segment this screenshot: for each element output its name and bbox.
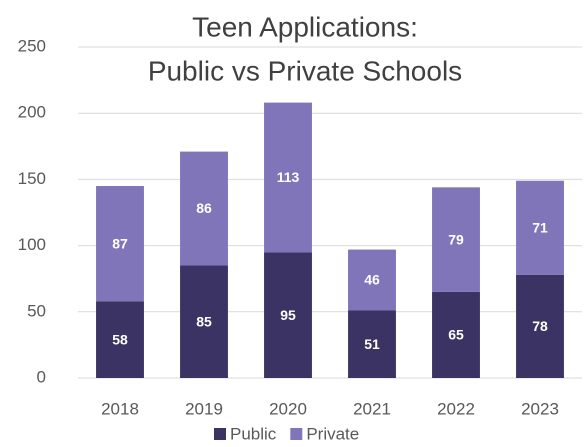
bar-segment	[96, 186, 144, 302]
bar-segment	[516, 274, 564, 378]
bar-segment	[180, 265, 228, 378]
bars	[96, 102, 564, 378]
bar-segment	[516, 180, 564, 275]
bar-segment	[432, 187, 480, 292]
y-tick-label: 0	[37, 367, 46, 386]
bar-segment	[96, 301, 144, 378]
y-tick-label: 200	[18, 103, 46, 122]
value-label: 78	[532, 318, 548, 334]
y-tick-label: 150	[18, 169, 46, 188]
value-label: 85	[196, 313, 212, 329]
bar-segment	[180, 151, 228, 266]
y-tick-label: 250	[18, 36, 46, 55]
legend-label: Private	[306, 424, 359, 443]
x-tick-label: 2023	[521, 399, 559, 418]
value-label: 65	[448, 327, 464, 343]
value-label: 58	[112, 331, 128, 347]
x-tick-label: 2020	[269, 399, 307, 418]
bar-segment	[432, 291, 480, 378]
grid	[78, 46, 582, 379]
bar-segment	[348, 249, 396, 311]
x-tick-label: 2019	[185, 399, 223, 418]
bar-segment	[264, 252, 312, 378]
x-tick-label: 2018	[101, 399, 139, 418]
value-label: 87	[112, 235, 128, 251]
value-label: 71	[532, 219, 548, 235]
y-tick-label: 50	[27, 301, 46, 320]
bar-segment	[348, 310, 396, 378]
legend-label: Public	[230, 424, 277, 443]
x-tick-label: 2022	[437, 399, 475, 418]
legend-swatch	[214, 428, 226, 440]
value-label: 113	[277, 169, 300, 185]
legend-swatch	[290, 428, 303, 440]
value-label: 86	[196, 200, 212, 216]
chart-title: Teen Applications:	[192, 11, 418, 42]
value-label: 79	[448, 231, 464, 247]
chart-title: Public vs Private Schools	[148, 55, 462, 86]
x-tick-label: 2021	[353, 399, 391, 418]
value-label: 46	[364, 272, 380, 288]
y-tick-label: 100	[18, 235, 46, 254]
bar-segment	[264, 102, 312, 253]
value-label: 51	[364, 336, 380, 352]
value-label: 95	[280, 307, 296, 323]
